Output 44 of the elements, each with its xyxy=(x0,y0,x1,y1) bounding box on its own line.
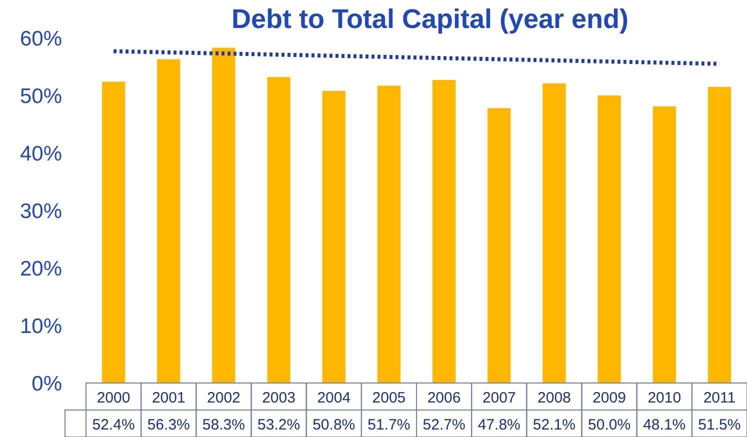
bar xyxy=(488,108,511,383)
y-tick-label: 50% xyxy=(20,84,62,108)
data-label: 48.1% xyxy=(643,416,686,434)
data-label: 50.8% xyxy=(312,416,356,434)
data-label: 51.5% xyxy=(698,416,741,434)
y-tick-label: 10% xyxy=(20,314,62,338)
data-label: 53.2% xyxy=(258,416,300,434)
bar xyxy=(102,82,126,383)
bar xyxy=(157,59,180,383)
y-tick-label: 40% xyxy=(20,142,62,166)
data-label: 50.0% xyxy=(588,416,631,434)
bar xyxy=(708,86,732,383)
y-tick-label: 60% xyxy=(20,27,62,50)
x-tick-label: 2000 xyxy=(96,389,130,406)
y-tick-label: 20% xyxy=(20,257,62,280)
x-tick-label: 2011 xyxy=(703,389,736,406)
x-tick-label: 2008 xyxy=(538,389,571,406)
data-label: 52.1% xyxy=(532,416,576,434)
x-tick-label: 2002 xyxy=(207,389,240,406)
bar xyxy=(322,90,346,383)
bar xyxy=(267,77,290,383)
x-tick-label: 2005 xyxy=(372,389,406,406)
x-tick-label: 2006 xyxy=(427,389,461,406)
data-label: 47.8% xyxy=(478,416,520,434)
x-tick-label: 2007 xyxy=(482,389,516,406)
x-tick-label: 2010 xyxy=(648,389,682,406)
y-tick-label: 30% xyxy=(20,200,62,223)
data-label: 52.7% xyxy=(422,416,466,434)
bar xyxy=(542,83,566,383)
bar xyxy=(432,80,456,383)
x-tick-label: 2004 xyxy=(317,389,351,406)
data-label: 56.3% xyxy=(147,416,190,434)
x-tick-label: 2003 xyxy=(262,389,296,406)
chart-title: Debt to Total Capital (year end) xyxy=(231,4,629,34)
bar xyxy=(652,106,676,383)
y-tick-label: 0% xyxy=(32,372,62,396)
data-label: 51.7% xyxy=(368,416,410,434)
x-tick-label: 2009 xyxy=(592,389,626,406)
bar xyxy=(377,86,401,383)
x-tick-label: 2001 xyxy=(152,389,186,406)
bar xyxy=(598,96,621,383)
bar xyxy=(212,48,236,383)
data-label: 58.3% xyxy=(202,416,245,434)
data-label: 52.4% xyxy=(92,416,135,434)
